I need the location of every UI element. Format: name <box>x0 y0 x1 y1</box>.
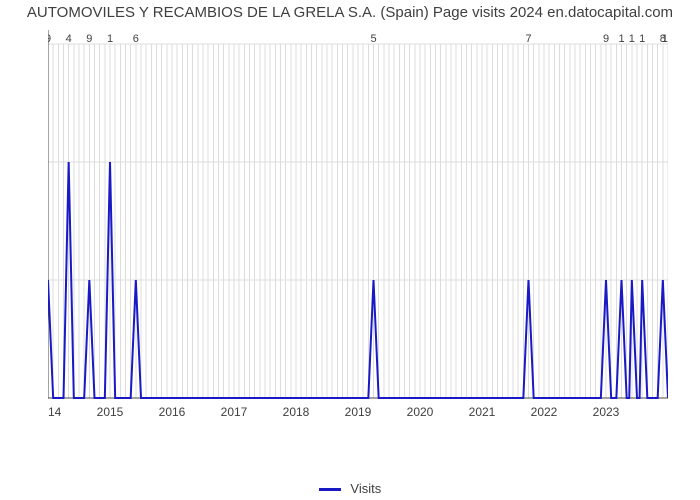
svg-text:1: 1 <box>629 33 635 45</box>
svg-text:2018: 2018 <box>283 405 310 419</box>
chart-container: AUTOMOVILES Y RECAMBIOS DE LA GRELA S.A.… <box>0 0 700 500</box>
svg-text:7: 7 <box>525 33 531 45</box>
svg-text:2019: 2019 <box>345 405 372 419</box>
svg-text:9: 9 <box>603 33 609 45</box>
svg-text:6: 6 <box>133 33 139 45</box>
legend-swatch <box>319 488 341 491</box>
svg-text:2022: 2022 <box>531 405 558 419</box>
chart-plot: 0123 94916579111810 20142015201620172018… <box>48 30 668 428</box>
svg-text:4: 4 <box>66 33 72 45</box>
svg-text:9: 9 <box>86 33 92 45</box>
x-year-ticks: 2014 2015 2016 2017 2018 2019 2020 2021 2022 2023 <box>48 405 620 419</box>
legend: Visits <box>0 481 700 496</box>
svg-text:2021: 2021 <box>469 405 496 419</box>
legend-label: Visits <box>350 481 381 496</box>
svg-text:2023: 2023 <box>593 405 620 419</box>
chart-title: AUTOMOVILES Y RECAMBIOS DE LA GRELA S.A.… <box>0 4 700 21</box>
svg-text:2014: 2014 <box>48 405 62 419</box>
svg-text:1: 1 <box>107 33 113 45</box>
svg-text:2017: 2017 <box>221 405 248 419</box>
svg-text:2020: 2020 <box>407 405 434 419</box>
svg-text:1: 1 <box>639 33 645 45</box>
svg-text:2015: 2015 <box>97 405 124 419</box>
svg-text:1: 1 <box>618 33 624 45</box>
top-value-labels: 94916579111810 <box>48 33 668 45</box>
svg-text:2016: 2016 <box>159 405 186 419</box>
vertical-grid <box>48 44 668 398</box>
svg-text:10: 10 <box>662 33 668 45</box>
svg-text:5: 5 <box>370 33 376 45</box>
svg-text:9: 9 <box>48 33 51 45</box>
